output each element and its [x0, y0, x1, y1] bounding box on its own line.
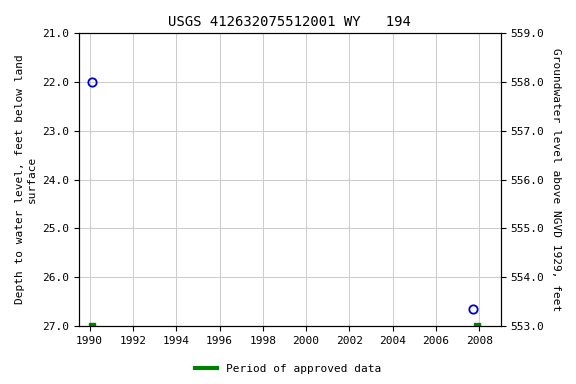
Y-axis label: Depth to water level, feet below land
surface: Depth to water level, feet below land su… — [15, 55, 37, 305]
Y-axis label: Groundwater level above NGVD 1929, feet: Groundwater level above NGVD 1929, feet — [551, 48, 561, 311]
Legend: Period of approved data: Period of approved data — [191, 359, 385, 379]
Title: USGS 412632075512001 WY   194: USGS 412632075512001 WY 194 — [168, 15, 411, 29]
